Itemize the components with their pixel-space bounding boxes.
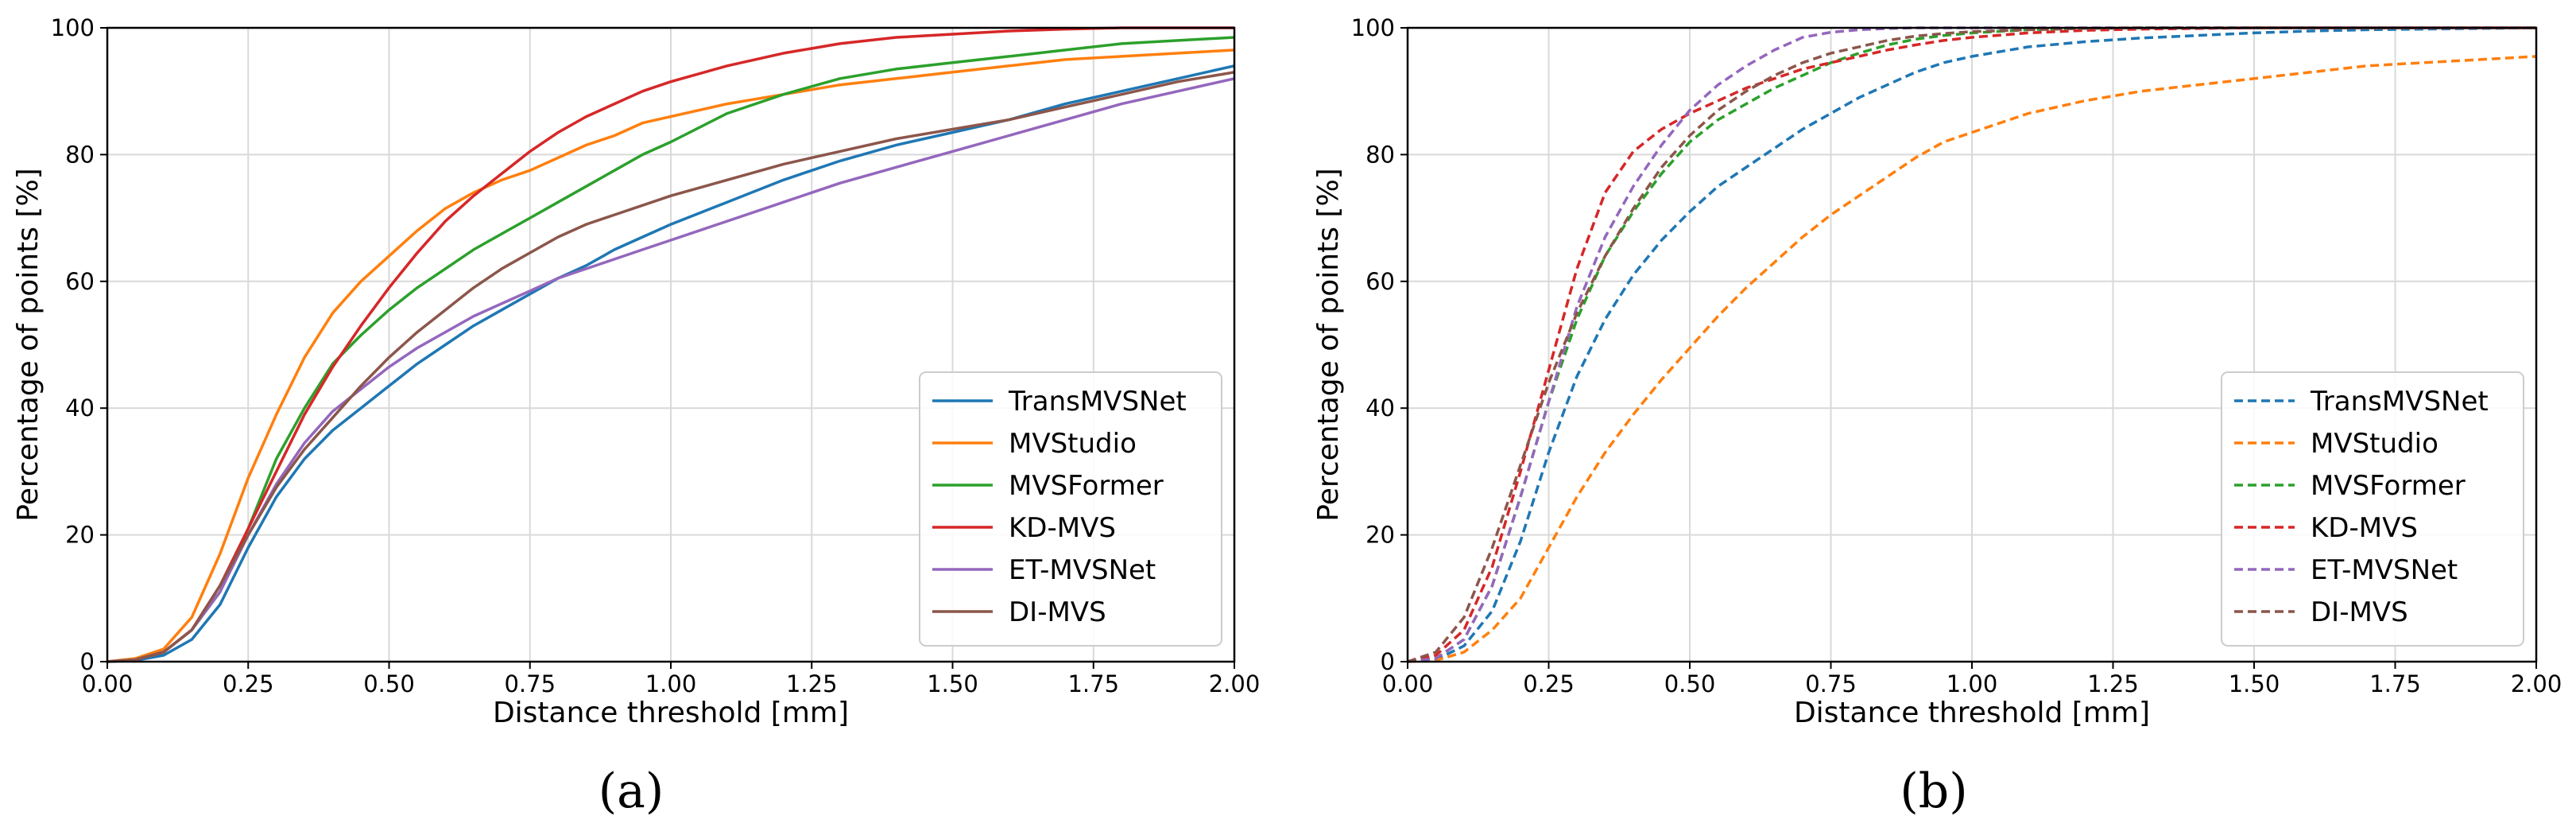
legend-label: MVSFormer <box>1009 470 1164 502</box>
y-tick-label: 80 <box>1365 141 1395 168</box>
x-tick-label: 0.00 <box>1382 670 1434 697</box>
legend-label: MVSFormer <box>2311 470 2466 502</box>
x-tick-label: 1.25 <box>2087 670 2139 697</box>
chart-panel-b: 0.00 0.25 0.50 0.75 1.00 1.25 1.50 1.75 2.00 0 20 4… <box>1312 14 2562 819</box>
legend-box <box>2221 371 2524 647</box>
x-tick-label: 1.75 <box>2369 670 2421 697</box>
legend-label: TransMVSNet <box>2310 386 2489 418</box>
legend-label: ET-MVSNet <box>2311 554 2458 586</box>
legend-label: ET-MVSNet <box>1009 554 1156 586</box>
x-tick-label: 0.25 <box>223 670 274 697</box>
y-tick-label: 80 <box>65 141 95 168</box>
series-line-di-mvs <box>107 71 1235 663</box>
y-axis-label: Percentage of points [%] <box>1312 168 1345 521</box>
legend-label: DI-MVS <box>1009 596 1106 628</box>
chart-panel-a: 0.00 0.25 0.50 0.75 1.00 1.25 1.50 1.75 2.00 0 20 4… <box>12 14 1260 819</box>
x-tick-label: 1.50 <box>2229 670 2280 697</box>
series-line-mvstudio <box>1407 55 2537 663</box>
series-line-mvstudio <box>107 49 1235 663</box>
y-tick-label: 100 <box>1351 14 1395 41</box>
x-tick-label: 2.00 <box>1209 670 1261 697</box>
y-tick-label: 60 <box>65 268 95 295</box>
series-line-transmvsnet <box>1407 26 2537 663</box>
x-tick-label: 1.50 <box>927 670 978 697</box>
x-tick-label: 0.75 <box>504 670 556 697</box>
legend-label: DI-MVS <box>2311 596 2408 628</box>
y-tick-label: 0 <box>1381 648 1395 675</box>
y-tick-label: 0 <box>80 648 95 675</box>
x-axis-label: Distance threshold [mm] <box>1794 697 2150 729</box>
x-tick-label: 1.75 <box>1067 670 1119 697</box>
x-tick-label: 1.00 <box>645 670 697 697</box>
y-axis-label: Percentage of points [%] <box>12 168 45 521</box>
y-tick-label: 60 <box>1365 268 1395 295</box>
x-tick-label: 1.00 <box>1947 670 1998 697</box>
series-line-kd-mvs <box>107 26 1234 663</box>
panel-caption: (b) <box>1900 763 1967 819</box>
legend: TransMVSNet MVStudio MVSFormer KD-MVS ET-MVS… <box>2221 371 2524 647</box>
legend-label: KD-MVS <box>1009 512 1116 544</box>
series-line-di-mvs <box>1407 26 2536 663</box>
x-tick-label: 0.25 <box>1523 670 1575 697</box>
legend-label: KD-MVS <box>2311 512 2418 544</box>
legend-label: TransMVSNet <box>1008 386 1187 418</box>
y-tick-label: 100 <box>51 14 95 41</box>
series-line-transmvsnet <box>107 64 1235 663</box>
x-tick-label: 2.00 <box>2511 670 2562 697</box>
legend-label: MVStudio <box>2311 428 2438 460</box>
y-tick-label: 40 <box>65 394 95 421</box>
legend-box <box>919 371 1222 647</box>
x-tick-label: 0.50 <box>363 670 415 697</box>
y-tick-label: 40 <box>1365 394 1395 421</box>
y-tick-label: 20 <box>65 522 95 549</box>
legend-label: MVStudio <box>1009 428 1137 460</box>
x-tick-label: 0.50 <box>1664 670 1716 697</box>
y-tick-label: 20 <box>1365 522 1395 549</box>
x-tick-label: 0.00 <box>82 670 134 697</box>
x-tick-label: 1.25 <box>786 670 838 697</box>
x-tick-label: 0.75 <box>1805 670 1857 697</box>
legend: TransMVSNet MVStudio MVSFormer KD-MVS ET-MVS… <box>919 371 1222 647</box>
x-axis-label: Distance threshold [mm] <box>493 697 849 729</box>
panel-caption: (a) <box>598 763 664 819</box>
